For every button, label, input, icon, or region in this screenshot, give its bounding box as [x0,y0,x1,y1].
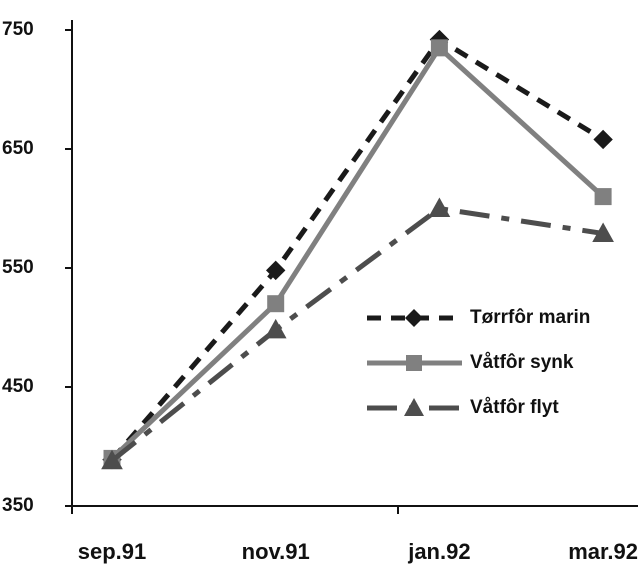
series-line [110,205,604,463]
marker [592,222,614,242]
legend-label: Tørrfôr marin [470,307,590,328]
marker [264,318,287,339]
marker [265,260,286,281]
marker [430,39,448,57]
y-tick-label: 350 [2,495,34,516]
y-tick-label: 550 [2,257,34,278]
legend-marker [404,398,424,416]
series-line [110,44,605,461]
x-tick-label: nov.91 [242,539,310,564]
legend-item: Våtfôr flyt [367,397,559,418]
legend-marker [406,355,422,371]
marker [428,197,451,217]
series [101,197,614,470]
marker [593,129,613,150]
legend-item: Tørrfôr marin [367,307,590,328]
marker [101,449,123,470]
marker [267,295,285,313]
legend-item: Våtfôr synk [367,352,574,373]
x-tick-label: sep.91 [78,539,147,564]
y-tick-label: 750 [2,19,34,40]
y-tick-label: 650 [2,138,34,159]
legend-marker [405,309,423,327]
legend-label: Våtfôr synk [470,352,574,373]
x-tick-label: mar.92 [568,539,638,564]
x-tick-label: jan.92 [407,539,470,564]
series-line [110,36,605,462]
y-tick-label: 450 [2,376,34,397]
legend-label: Våtfôr flyt [470,397,559,418]
marker [594,188,612,206]
